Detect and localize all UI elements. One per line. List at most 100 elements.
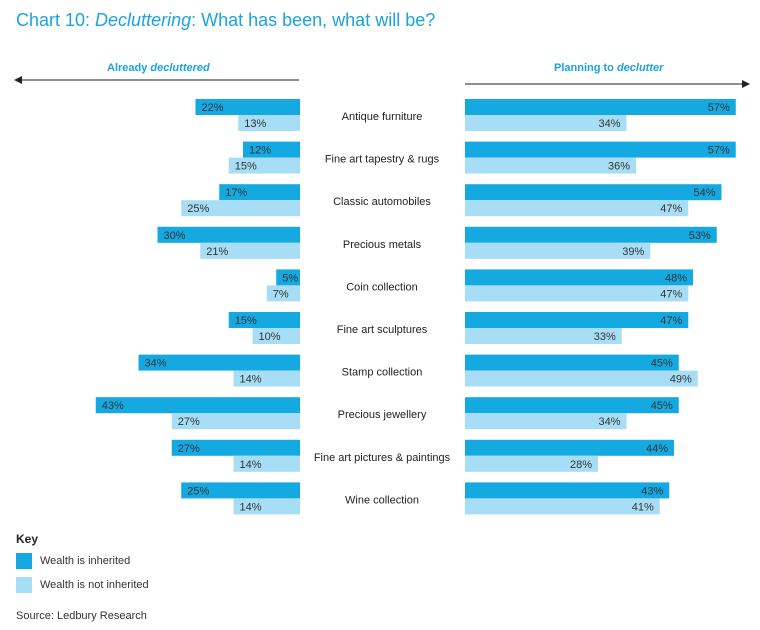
right-data-label: 28% xyxy=(570,459,592,471)
left-bar-not-inherited xyxy=(233,370,300,387)
right-bar-inherited xyxy=(465,439,674,456)
right-bar-not-inherited xyxy=(465,328,622,344)
left-data-label: 17% xyxy=(225,187,247,199)
left-data-label: 5% xyxy=(282,272,298,284)
right-data-label: 43% xyxy=(641,485,663,497)
left-data-label: 14% xyxy=(240,501,262,513)
left-bar-inherited xyxy=(181,482,300,499)
right-bar-inherited xyxy=(465,397,679,414)
category-label: Fine art pictures & paintings xyxy=(314,452,451,464)
key-title: Key xyxy=(16,532,39,546)
left-bar-not-inherited xyxy=(228,157,300,174)
left-data-label: 22% xyxy=(202,102,224,114)
category-label: Fine art sculptures xyxy=(337,324,428,336)
right-bar-inherited xyxy=(465,354,679,371)
left-header-prefix: Already xyxy=(107,62,151,74)
right-bar-not-inherited xyxy=(465,200,689,217)
left-bar-inherited xyxy=(276,269,300,286)
right-bar-not-inherited xyxy=(465,242,651,259)
right-data-label: 36% xyxy=(608,161,630,173)
left-bar-inherited xyxy=(219,184,300,201)
bars-group: 22% 13% 57% 34% Antique furniture 12% 15% 57% 36… xyxy=(95,99,736,515)
left-bar-not-inherited xyxy=(200,242,300,259)
right-arrowhead xyxy=(742,80,750,88)
left-bar-not-inherited xyxy=(181,200,300,217)
left-data-label: 12% xyxy=(249,145,271,157)
category-label: Antique furniture xyxy=(342,111,423,123)
left-data-label: 14% xyxy=(240,459,262,471)
left-data-label: 7% xyxy=(273,288,289,300)
right-bar-not-inherited xyxy=(465,498,660,515)
right-bar-inherited xyxy=(465,226,717,243)
left-bar-not-inherited xyxy=(233,498,300,515)
right-data-label: 48% xyxy=(665,272,687,284)
left-bar-not-inherited xyxy=(233,455,300,472)
chart-title-italic: Decluttering xyxy=(95,10,192,30)
category-label: Fine art tapestry & rugs xyxy=(325,154,440,166)
left-data-label: 30% xyxy=(164,230,186,242)
category-label: Classic automobiles xyxy=(333,196,431,208)
right-bar-inherited xyxy=(465,141,736,158)
right-header-prefix: Planning to xyxy=(554,62,617,74)
category-label: Precious jewellery xyxy=(338,409,427,421)
source-note: Source: Ledbury Research xyxy=(16,610,147,622)
left-header-italic: decluttered xyxy=(150,62,210,74)
right-panel-header: Planning to declutter xyxy=(554,62,663,74)
right-data-label: 57% xyxy=(708,102,730,114)
left-data-label: 10% xyxy=(259,331,281,343)
key-item-not-inherited: Wealth is not inherited xyxy=(16,577,149,593)
left-data-label: 27% xyxy=(178,416,200,428)
left-bar-inherited xyxy=(138,354,300,371)
left-bar-not-inherited xyxy=(266,285,300,302)
category-label: Stamp collection xyxy=(342,367,423,379)
right-data-label: 45% xyxy=(651,358,673,370)
right-data-label: 45% xyxy=(651,400,673,412)
left-bar-inherited xyxy=(171,439,300,456)
right-header-italic: declutter xyxy=(616,62,664,74)
right-data-label: 47% xyxy=(660,315,682,327)
left-bar-not-inherited xyxy=(252,328,300,344)
right-bar-not-inherited xyxy=(465,115,627,131)
category-label: Wine collection xyxy=(345,494,419,506)
right-data-label: 47% xyxy=(660,203,682,215)
left-data-label: 15% xyxy=(235,161,257,173)
right-data-label: 47% xyxy=(660,288,682,300)
chart-title-suffix: : What has been, what will be? xyxy=(191,10,436,30)
left-bar-inherited xyxy=(95,397,300,414)
right-data-label: 34% xyxy=(598,118,620,130)
chart-title-prefix: Chart 10: xyxy=(16,10,96,30)
right-bar-not-inherited xyxy=(465,455,598,472)
left-data-label: 21% xyxy=(206,246,228,258)
right-data-label: 54% xyxy=(693,187,715,199)
key-swatch-not-inherited xyxy=(16,577,32,593)
category-label: Precious metals xyxy=(343,239,422,251)
right-bar-not-inherited xyxy=(465,157,636,174)
left-data-label: 25% xyxy=(187,485,209,497)
right-data-label: 41% xyxy=(632,501,654,513)
right-data-label: 53% xyxy=(689,230,711,242)
right-data-label: 33% xyxy=(594,331,616,343)
right-data-label: 34% xyxy=(598,416,620,428)
left-bar-inherited xyxy=(157,226,300,243)
right-bar-inherited xyxy=(465,269,693,286)
right-bar-not-inherited xyxy=(465,370,698,387)
right-bar-not-inherited xyxy=(465,285,689,302)
right-bar-inherited xyxy=(465,99,736,115)
left-bar-inherited xyxy=(228,312,300,328)
left-data-label: 15% xyxy=(235,315,257,327)
left-data-label: 27% xyxy=(178,443,200,455)
chart-title: Chart 10: Decluttering: What has been, w… xyxy=(16,10,435,31)
left-bar-not-inherited xyxy=(171,413,300,430)
left-arrowhead xyxy=(14,76,22,84)
chart-plot: 22% 13% 57% 34% Antique furniture 12% 15% 57% 36… xyxy=(14,76,750,515)
key-label-not-inherited: Wealth is not inherited xyxy=(40,579,149,591)
left-bar-inherited xyxy=(195,99,300,115)
left-bar-inherited xyxy=(243,141,300,158)
right-data-label: 44% xyxy=(646,443,668,455)
left-panel-header: Already decluttered xyxy=(107,62,210,74)
right-data-label: 39% xyxy=(622,246,644,258)
right-data-label: 49% xyxy=(670,374,692,386)
key-swatch-inherited xyxy=(16,553,32,569)
key-item-inherited: Wealth is inherited xyxy=(16,553,130,569)
left-data-label: 25% xyxy=(187,203,209,215)
